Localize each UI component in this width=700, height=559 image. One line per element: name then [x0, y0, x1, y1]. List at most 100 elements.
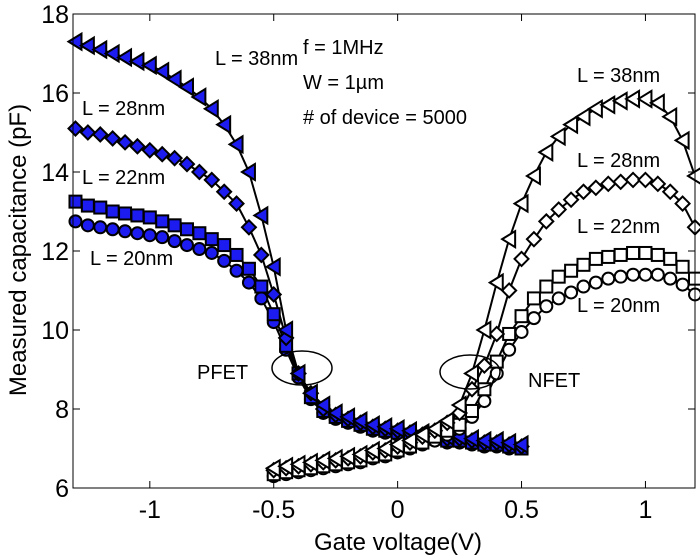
nfet-38nm-point	[363, 440, 380, 461]
nfet-28nm-point	[599, 175, 617, 193]
nfet-22nm-point	[464, 403, 479, 418]
nfet-38nm-point	[512, 193, 529, 214]
nfet-38nm-point	[339, 446, 356, 467]
nfet-38nm-point	[549, 126, 566, 147]
nfet-38nm-point	[314, 450, 331, 471]
pfet-22nm-point	[254, 279, 269, 294]
nfet-22nm-point	[551, 269, 566, 284]
pfet-22nm-point	[229, 247, 244, 262]
nfet-38nm-point	[562, 114, 579, 135]
nfet-38nm-point	[450, 395, 467, 415]
nfet-20nm-point	[502, 342, 517, 357]
pfet-28nm-point	[141, 141, 159, 159]
nfet-28nm-point	[537, 212, 555, 230]
nfet-38nm-point	[301, 452, 318, 473]
pfet-22nm-point	[93, 200, 108, 215]
pfet-38nm-point	[376, 416, 393, 437]
pfet-38nm-point	[463, 428, 479, 449]
condition-device-count: # of device = 5000	[303, 107, 467, 129]
pfet-label-38nm: L = 38nm	[215, 48, 298, 70]
pfet-38nm-point	[215, 114, 232, 135]
pfet-38nm-point	[289, 363, 306, 384]
nfet-28nm-point	[575, 183, 592, 201]
pfet-22nm-point	[167, 218, 182, 233]
y-tick-label: 8	[55, 396, 69, 424]
pfet-38nm-point	[227, 134, 244, 155]
nfet-38nm-point	[537, 142, 554, 163]
nfet-label-28nm: L = 28nm	[577, 150, 660, 172]
nfet-22nm-point	[489, 354, 504, 369]
pfet-38nm-point	[66, 31, 83, 52]
nfet-28nm-point	[649, 175, 667, 193]
nfet-22nm-point	[675, 259, 690, 274]
nfet-38nm-point	[264, 458, 281, 479]
pfet-20nm-point	[167, 234, 182, 249]
pfet-38nm-point	[326, 403, 343, 423]
pfet-20nm-point	[254, 291, 269, 306]
pfet-20nm-point	[105, 222, 120, 237]
nfet-20nm-point	[489, 366, 504, 381]
pfet-22nm-point	[130, 208, 145, 223]
pfet-28nm-point	[153, 145, 171, 163]
pfet-38nm-point	[128, 51, 145, 72]
series-markers	[66, 31, 700, 484]
nfet-20nm-point	[526, 311, 541, 326]
pfet-28nm-point	[79, 124, 97, 141]
pfet-22nm-point	[192, 226, 207, 241]
nfet-28nm-point	[500, 282, 518, 299]
nfet-28nm-point	[475, 357, 493, 374]
pfet-20nm-point	[130, 226, 145, 241]
nfet-38nm-point	[636, 89, 653, 109]
nfet-ellipse	[439, 354, 501, 390]
nfet-28nm-point	[562, 191, 580, 209]
nfet-38nm-point	[599, 95, 616, 115]
nfet-22nm-point	[514, 309, 529, 324]
y-tick-label: 14	[41, 159, 69, 187]
y-tick-label: 12	[41, 238, 69, 266]
pfet-20nm-point	[241, 275, 256, 290]
pfet-22nm-point	[266, 307, 281, 322]
pfet-22nm-point	[118, 206, 133, 221]
nfet-38nm-point	[611, 91, 628, 111]
pfet-label-28nm: L = 28nm	[82, 98, 165, 120]
nfet-38nm-point	[673, 130, 690, 151]
pfet-28nm-point	[91, 126, 109, 143]
y-axis-label: Measured capacitance (pF)	[5, 104, 32, 396]
pfet-28nm-point	[166, 149, 184, 167]
pfet-28nm-point	[116, 133, 134, 151]
nfet-20nm-point	[638, 267, 653, 282]
pfet-38nm-point	[500, 432, 517, 453]
pfet-22nm-point	[204, 232, 219, 247]
nfet-28nm-point	[488, 325, 506, 343]
nfet-38nm-point	[425, 418, 442, 439]
pfet-20nm-point	[68, 214, 83, 229]
pfet-38nm-point	[351, 411, 368, 431]
pfet-22nm-point	[241, 261, 256, 276]
pfet-20nm-point	[155, 230, 170, 245]
pfet-label-20nm: L = 20nm	[90, 248, 173, 270]
pfet-38nm-point	[301, 383, 318, 403]
y-tick-label: 10	[41, 317, 69, 345]
nfet-20nm-point	[477, 394, 492, 409]
nfet-label-20nm: L = 20nm	[577, 295, 660, 317]
pfet-38nm-point	[165, 69, 182, 89]
nfet-22nm-point	[564, 263, 579, 278]
x-tick-label: 0.5	[504, 496, 539, 524]
nfet-38nm-point	[401, 430, 418, 451]
pfet-38nm-point	[512, 434, 529, 455]
nfet-28nm-point	[550, 201, 568, 218]
pfet-38nm-point	[78, 35, 95, 56]
pfet-28nm-point	[228, 195, 245, 213]
nfet-38nm-point	[376, 438, 393, 459]
nfet-38nm-point	[289, 454, 306, 475]
pfet-22nm-point	[179, 222, 194, 237]
nfet-22nm-point	[663, 251, 678, 266]
pfet-38nm-point	[339, 407, 356, 427]
nfet-38nm-point	[574, 106, 591, 127]
nfet-28nm-point	[637, 171, 654, 189]
pfet-20nm-point	[192, 242, 207, 257]
nfet-20nm-point	[576, 279, 591, 294]
nfet-20nm-point	[588, 275, 603, 290]
pfet-22nm-point	[68, 194, 83, 209]
pfet-38nm-point	[178, 77, 194, 97]
